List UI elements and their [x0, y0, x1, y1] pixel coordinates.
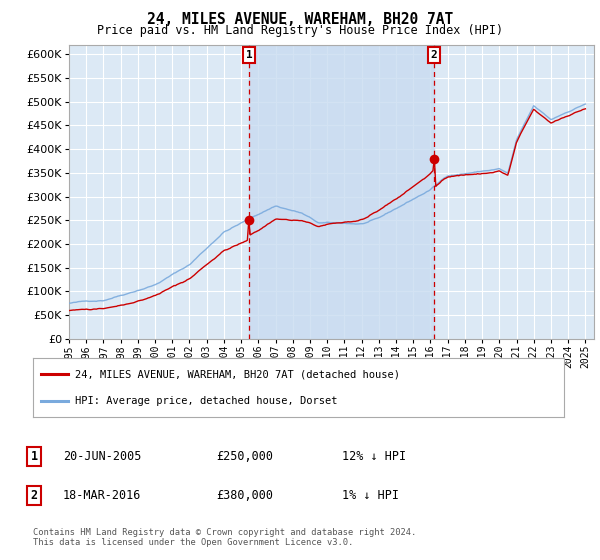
Text: Contains HM Land Registry data © Crown copyright and database right 2024.
This d: Contains HM Land Registry data © Crown c… — [33, 528, 416, 548]
Text: 1: 1 — [31, 450, 38, 463]
Text: 1: 1 — [246, 50, 253, 60]
Text: 24, MILES AVENUE, WAREHAM, BH20 7AT: 24, MILES AVENUE, WAREHAM, BH20 7AT — [147, 12, 453, 27]
Text: Price paid vs. HM Land Registry's House Price Index (HPI): Price paid vs. HM Land Registry's House … — [97, 24, 503, 36]
Bar — [249, 45, 434, 339]
Text: 1% ↓ HPI: 1% ↓ HPI — [342, 489, 399, 502]
Text: 24, MILES AVENUE, WAREHAM, BH20 7AT (detached house): 24, MILES AVENUE, WAREHAM, BH20 7AT (det… — [76, 369, 400, 379]
Text: 2: 2 — [431, 50, 437, 60]
Text: £250,000: £250,000 — [216, 450, 273, 463]
Text: 18-MAR-2016: 18-MAR-2016 — [63, 489, 142, 502]
Text: 12% ↓ HPI: 12% ↓ HPI — [342, 450, 406, 463]
Text: 2: 2 — [31, 489, 38, 502]
Text: £380,000: £380,000 — [216, 489, 273, 502]
Text: 20-JUN-2005: 20-JUN-2005 — [63, 450, 142, 463]
Text: HPI: Average price, detached house, Dorset: HPI: Average price, detached house, Dors… — [76, 396, 338, 407]
